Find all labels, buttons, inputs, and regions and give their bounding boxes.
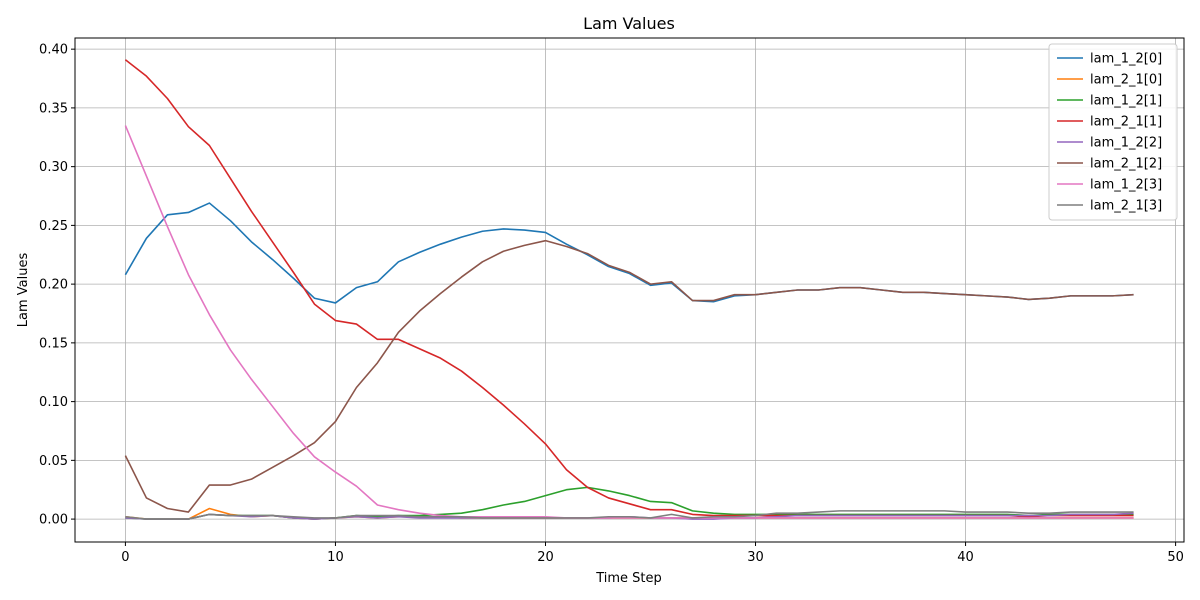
- y-tick-label: 0.25: [39, 219, 68, 234]
- series-layer: [124, 59, 1134, 520]
- legend-label: lam_1_2[0]: [1090, 52, 1162, 67]
- y-axis-label: Lam Values: [16, 253, 31, 328]
- y-tick-label: 0.20: [39, 278, 68, 293]
- x-tick-label: 30: [747, 550, 764, 565]
- legend-label: lam_2_1[3]: [1090, 199, 1162, 214]
- y-tick-label: 0.10: [39, 395, 68, 410]
- y-tick-label: 0.05: [39, 454, 68, 469]
- x-tick-label: 50: [1167, 550, 1184, 565]
- legend: lam_1_2[0] lam_2_1[0] lam_1_2[1] lam_2_1[1]…: [1048, 43, 1178, 221]
- plot-frame: [74, 37, 1185, 543]
- legend-label: lam_2_1[0]: [1090, 73, 1162, 88]
- x-tick-label: 20: [537, 550, 554, 565]
- legend-label: lam_2_1[1]: [1090, 115, 1162, 130]
- grid: [75, 38, 1184, 542]
- x-tick-label: 0: [121, 550, 129, 565]
- series-line: [124, 239, 1134, 513]
- legend-label: lam_1_2[3]: [1090, 178, 1162, 193]
- x-tick-label: 40: [957, 550, 974, 565]
- chart-title: Lam Values: [583, 14, 675, 33]
- legend-label: lam_2_1[2]: [1090, 157, 1162, 172]
- y-tick-label: 0.40: [39, 43, 68, 58]
- y-tick-label: 0.15: [39, 336, 68, 351]
- legend-label: lam_1_2[2]: [1090, 136, 1162, 151]
- y-tick-label: 0.00: [39, 513, 68, 528]
- y-tick-label: 0.35: [39, 101, 68, 116]
- x-axis-label: Time Step: [595, 571, 662, 586]
- y-axis: 0.00 0.05 0.10 0.15 0.20 0.25 0.30 0.35 0.40: [39, 43, 75, 528]
- x-axis: 0 10 20 30 40 50: [121, 542, 1184, 565]
- series-line: [125, 510, 1134, 520]
- y-tick-label: 0.30: [39, 160, 68, 175]
- legend-box: [1048, 43, 1178, 221]
- legend-label: lam_1_2[1]: [1090, 94, 1162, 109]
- x-tick-label: 10: [327, 550, 344, 565]
- series-line: [124, 125, 1134, 519]
